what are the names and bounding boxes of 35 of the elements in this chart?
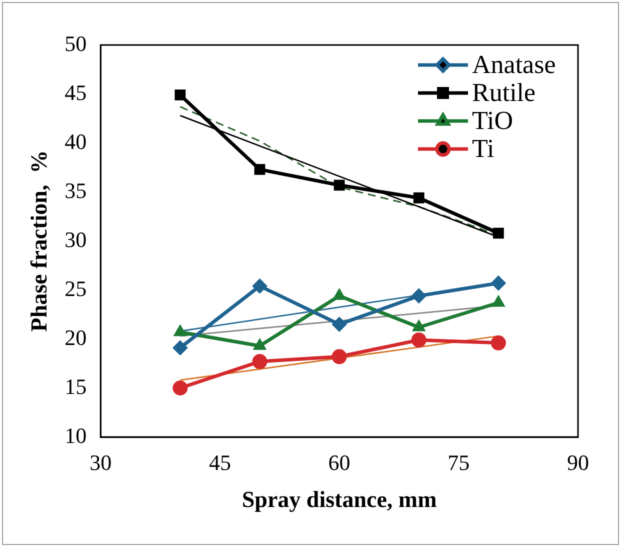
point xyxy=(172,340,188,356)
y-axis-title: Phase fraction, % xyxy=(26,150,52,332)
point xyxy=(413,192,424,204)
legend-label: Rutile xyxy=(472,78,536,107)
x-tick-label: 45 xyxy=(208,450,231,475)
y-tick-label: 50 xyxy=(64,30,87,56)
y-tick-label: 40 xyxy=(64,128,87,154)
legend-label: TiO xyxy=(472,106,513,135)
point xyxy=(490,276,506,291)
y-tick-label: 25 xyxy=(64,276,87,301)
point xyxy=(334,180,345,191)
x-tick-label: 30 xyxy=(90,450,112,475)
point xyxy=(174,90,186,100)
x-tick-label: 90 xyxy=(567,450,589,475)
x-tick-label: 75 xyxy=(448,450,470,475)
legend-label: Anatase xyxy=(472,50,556,79)
point xyxy=(411,288,426,304)
x-tick-label: 60 xyxy=(328,450,350,475)
y-tick-label: 30 xyxy=(64,226,87,252)
point xyxy=(254,164,266,175)
point xyxy=(492,228,504,239)
point xyxy=(332,316,347,332)
y-tick-label: 45 xyxy=(64,80,87,105)
point xyxy=(172,380,188,396)
y-tick-label: 20 xyxy=(64,324,87,350)
y-tick-label: 10 xyxy=(64,422,87,448)
y-tick-label: 15 xyxy=(64,374,87,399)
point xyxy=(252,354,268,370)
x-axis-title: Spray distance, mm xyxy=(242,487,437,512)
y-tick-label: 35 xyxy=(64,178,87,203)
point xyxy=(490,335,506,350)
point xyxy=(252,278,268,294)
legend-label: Ti xyxy=(472,134,494,163)
point xyxy=(332,349,347,364)
point xyxy=(411,332,426,348)
